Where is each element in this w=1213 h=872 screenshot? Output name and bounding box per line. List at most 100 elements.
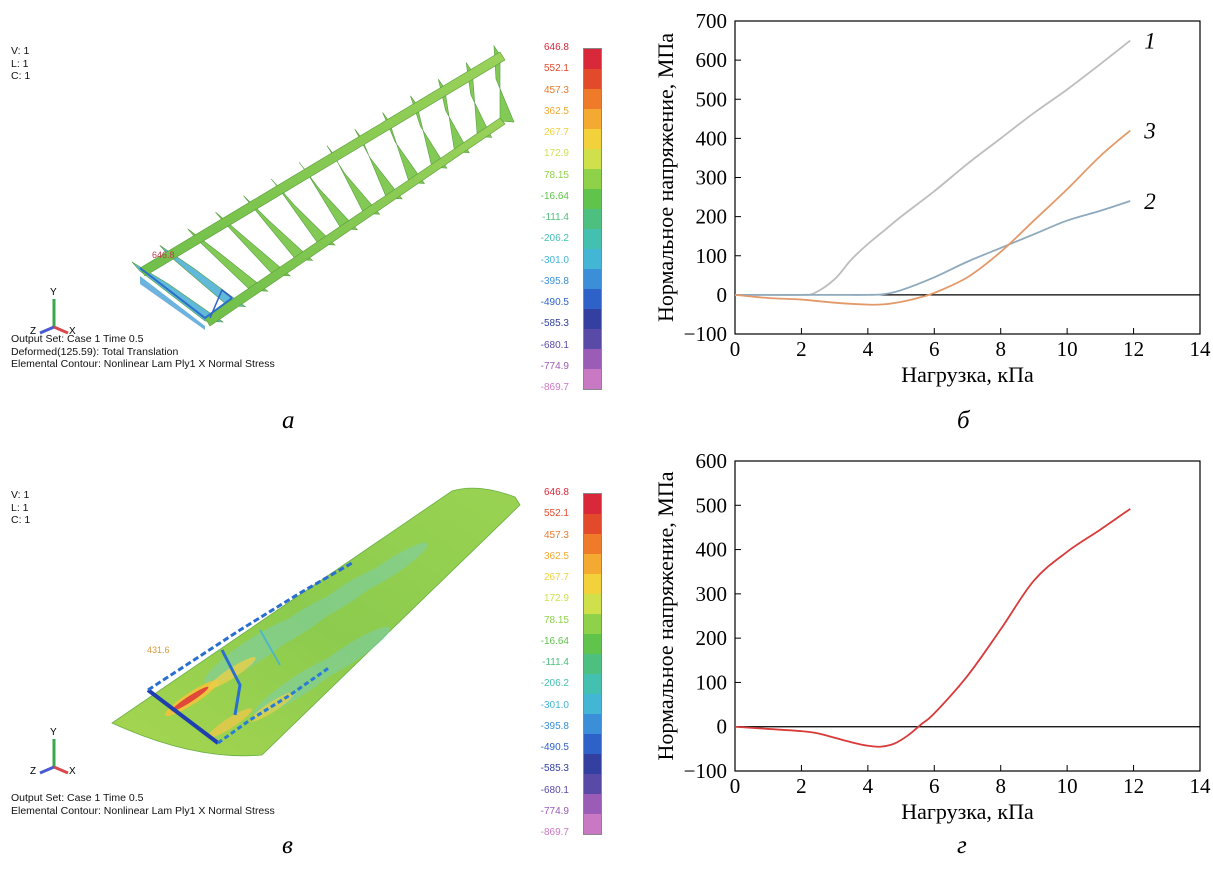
plot-frame xyxy=(734,20,1201,335)
output-info-a: Output Set: Case 1 Time 0.5 Deformed(125… xyxy=(11,333,275,371)
colorbar-strip xyxy=(583,493,602,835)
x-tick-label: 14 xyxy=(1190,337,1212,361)
colorbar-swatch xyxy=(584,249,601,269)
colorbar-v: 646.8 552.1 457.3 362.5 267.7 172.9 78.15 -16.6… xyxy=(535,485,605,845)
caption-v: в xyxy=(282,832,293,859)
colorbar-strip xyxy=(583,48,602,390)
colorbar-label: 267.7 xyxy=(543,127,569,138)
colorbar-swatch xyxy=(584,69,601,89)
colorbar-label: -869.7 xyxy=(540,382,569,393)
x-tick-label: 4 xyxy=(863,337,874,361)
wing-surface-model xyxy=(111,487,521,757)
colorbar-swatch xyxy=(584,674,601,694)
x-tick-label: 12 xyxy=(1123,774,1144,798)
series-label: 1 xyxy=(1144,29,1156,54)
colorbar-label: -206.2 xyxy=(540,233,569,245)
colorbar-swatch xyxy=(584,269,601,289)
series-line xyxy=(734,129,1131,306)
colorbar-swatch xyxy=(584,229,601,249)
axes-triad-icon: Y X Z xyxy=(30,287,76,335)
max-marker-v: 431.6 xyxy=(147,645,170,655)
x-tick-label: 14 xyxy=(1190,774,1212,798)
output-set-label: Output Set: Case 1 Time 0.5 xyxy=(11,333,144,345)
y-tick-label: 700 xyxy=(696,9,728,33)
colorbar-label: -680.1 xyxy=(540,784,569,796)
colorbar-swatch xyxy=(584,149,601,169)
y-tick-label: 200 xyxy=(696,626,728,650)
deformed-label: Deformed(125.59): Total Translation xyxy=(11,345,179,358)
colorbar-swatch xyxy=(584,109,601,129)
colorbar-swatch xyxy=(584,574,601,594)
rib-framework-model xyxy=(131,44,515,330)
chart-b: 0 2 4 6 8 10 12 14−1000100200300400500600700Наг… xyxy=(653,9,1212,387)
y-tick-label: 500 xyxy=(696,493,728,517)
colorbar-label: -680.1 xyxy=(540,339,569,351)
y-tick-label: 0 xyxy=(717,715,728,739)
y-tick-label: 400 xyxy=(696,538,728,562)
y-tick-label: 0 xyxy=(717,283,728,307)
x-tick-label: 4 xyxy=(863,774,874,798)
y-tick-label: 100 xyxy=(696,670,728,694)
colorbar-swatch xyxy=(584,794,601,814)
colorbar-label: -301.0 xyxy=(540,699,569,711)
colorbar-swatch xyxy=(584,514,601,534)
vlc-info-v: V: 1 L: 1 C: 1 xyxy=(11,489,30,527)
x-tick-label: 8 xyxy=(995,774,1006,798)
y-tick-label: 300 xyxy=(696,166,728,190)
y-tick-label: 500 xyxy=(696,87,728,111)
colorbar-label: 362.5 xyxy=(543,550,569,562)
colorbar-swatch xyxy=(584,614,601,634)
color-label: C: 1 xyxy=(11,514,31,526)
y-tick-label: 600 xyxy=(696,48,728,72)
caption-g: г xyxy=(957,832,967,859)
colorbar-swatch xyxy=(584,169,601,189)
colorbar-label: 78.15 xyxy=(543,169,569,181)
view-label: V: 1 xyxy=(11,45,30,57)
colorbar-label: -490.5 xyxy=(540,742,569,753)
axis-z-label: Z xyxy=(30,766,36,775)
y-tick-label: 200 xyxy=(696,205,728,229)
x-tick-label: 8 xyxy=(995,337,1006,361)
elemental-contour-label: Elemental Contour: Nonlinear Lam Ply1 X … xyxy=(11,804,275,817)
axes-triad-icon: Y X Z xyxy=(30,727,76,775)
colorbar-label: -869.7 xyxy=(540,827,569,838)
colorbar-label: 646.8 xyxy=(543,487,569,498)
axis-z-label: Z xyxy=(30,326,36,335)
colorbar-label: 646.8 xyxy=(543,42,569,53)
colorbar-swatch xyxy=(584,49,601,69)
colorbar-swatch xyxy=(584,129,601,149)
panel-v: V: 1 L: 1 C: 1 xyxy=(0,445,610,872)
panel-a: V: 1 L: 1 C: 1 646.8 Y X Z Output Set: C… xyxy=(0,0,610,445)
colorbar-swatch xyxy=(584,89,601,109)
series-line xyxy=(734,508,1131,748)
colorbar-label: -111.4 xyxy=(542,212,569,223)
colorbar-swatch xyxy=(584,309,601,329)
colorbar-label: -16.64 xyxy=(540,635,569,647)
colorbar-label: -395.8 xyxy=(540,720,569,732)
colorbar-swatch xyxy=(584,369,601,389)
plot-frame xyxy=(734,460,1201,772)
colorbar-label: -490.5 xyxy=(540,297,569,308)
colorbar-swatch xyxy=(584,594,601,614)
colorbar-swatch xyxy=(584,654,601,674)
series-label: 3 xyxy=(1143,119,1156,144)
colorbar-label: 457.3 xyxy=(543,529,569,541)
x-tick-label: 0 xyxy=(730,774,741,798)
colorbar-swatch xyxy=(584,754,601,774)
colorbar-swatch xyxy=(584,534,601,554)
x-tick-label: 2 xyxy=(796,774,807,798)
colorbar-swatch xyxy=(584,634,601,654)
colorbar-label: -585.3 xyxy=(540,763,569,775)
series-line xyxy=(735,200,1131,296)
color-label: C: 1 xyxy=(11,70,31,82)
output-set-label: Output Set: Case 1 Time 0.5 xyxy=(11,792,144,804)
colorbar-swatch xyxy=(584,329,601,349)
colorbar-swatch xyxy=(584,349,601,369)
x-tick-label: 2 xyxy=(796,337,807,361)
colorbar-swatch xyxy=(584,554,601,574)
colorbar-label: 267.7 xyxy=(543,572,569,583)
vlc-info: V: 1 L: 1 C: 1 xyxy=(11,45,30,83)
view-label: V: 1 xyxy=(11,489,30,501)
axis-y-label: Y xyxy=(50,287,57,298)
colorbar-swatch xyxy=(584,189,601,209)
